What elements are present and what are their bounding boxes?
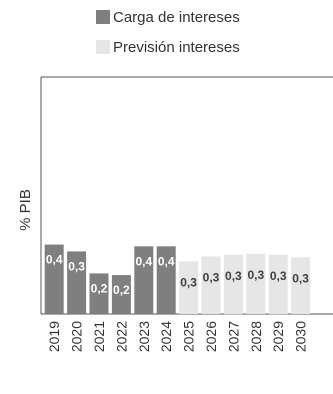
data-label-2021: 0,2 bbox=[91, 281, 108, 295]
bar-2023 bbox=[134, 246, 154, 314]
x-tick-2022: 2022 bbox=[113, 321, 129, 352]
data-label-2029: 0,3 bbox=[270, 269, 287, 283]
legend-label-carga: Carga de intereses bbox=[113, 9, 240, 26]
x-tick-2023: 2023 bbox=[136, 321, 152, 352]
data-label-2027: 0,3 bbox=[225, 269, 242, 283]
x-tick-2028: 2028 bbox=[248, 321, 264, 352]
data-label-2028: 0,3 bbox=[247, 268, 264, 282]
x-tick-2029: 2029 bbox=[270, 321, 286, 352]
bar-2026 bbox=[201, 256, 221, 314]
legend-swatch-prevision bbox=[96, 40, 110, 54]
data-label-2030: 0,3 bbox=[292, 271, 309, 285]
x-tick-2019: 2019 bbox=[46, 321, 62, 352]
x-tick-labels-group: 2019 2020 2021 2022 2023 2024 2025 2026 2027 2028… bbox=[46, 321, 308, 352]
bar-2019 bbox=[44, 244, 64, 314]
data-label-2023: 0,4 bbox=[135, 254, 152, 268]
data-label-2024: 0,4 bbox=[158, 254, 175, 268]
legend-label-prevision: Previsión intereses bbox=[113, 39, 240, 56]
data-label-2020: 0,3 bbox=[68, 259, 85, 273]
bar-2022 bbox=[111, 275, 131, 314]
bar-2020 bbox=[67, 251, 87, 314]
legend: Carga de intereses Previsión intereses bbox=[96, 9, 240, 56]
x-tick-2025: 2025 bbox=[181, 321, 197, 352]
data-label-2022: 0,2 bbox=[113, 283, 130, 297]
legend-swatch-carga bbox=[96, 10, 110, 24]
y-axis-label: % PIB bbox=[17, 189, 34, 231]
x-tick-2026: 2026 bbox=[203, 321, 219, 352]
x-tick-2030: 2030 bbox=[293, 321, 309, 352]
x-tick-2024: 2024 bbox=[158, 321, 174, 352]
data-label-2025: 0,3 bbox=[180, 276, 197, 290]
x-tick-2021: 2021 bbox=[91, 321, 107, 352]
bar-2025 bbox=[179, 261, 199, 314]
bars-group bbox=[44, 244, 311, 315]
bar-2029 bbox=[268, 254, 288, 315]
bar-2024 bbox=[156, 246, 176, 314]
bar-2027 bbox=[223, 254, 243, 315]
bar-2021 bbox=[89, 273, 109, 314]
x-tick-2020: 2020 bbox=[69, 321, 85, 352]
data-label-2026: 0,3 bbox=[203, 270, 220, 284]
x-tick-2027: 2027 bbox=[225, 321, 241, 352]
bar-2030 bbox=[291, 257, 311, 314]
data-labels-group: 0,4 0,3 0,2 0,2 0,4 0,4 0,3 0,3 0,3 0,3 0,3 0,3 bbox=[46, 253, 309, 298]
data-label-2019: 0,4 bbox=[46, 253, 63, 267]
bar-2028 bbox=[246, 253, 266, 314]
